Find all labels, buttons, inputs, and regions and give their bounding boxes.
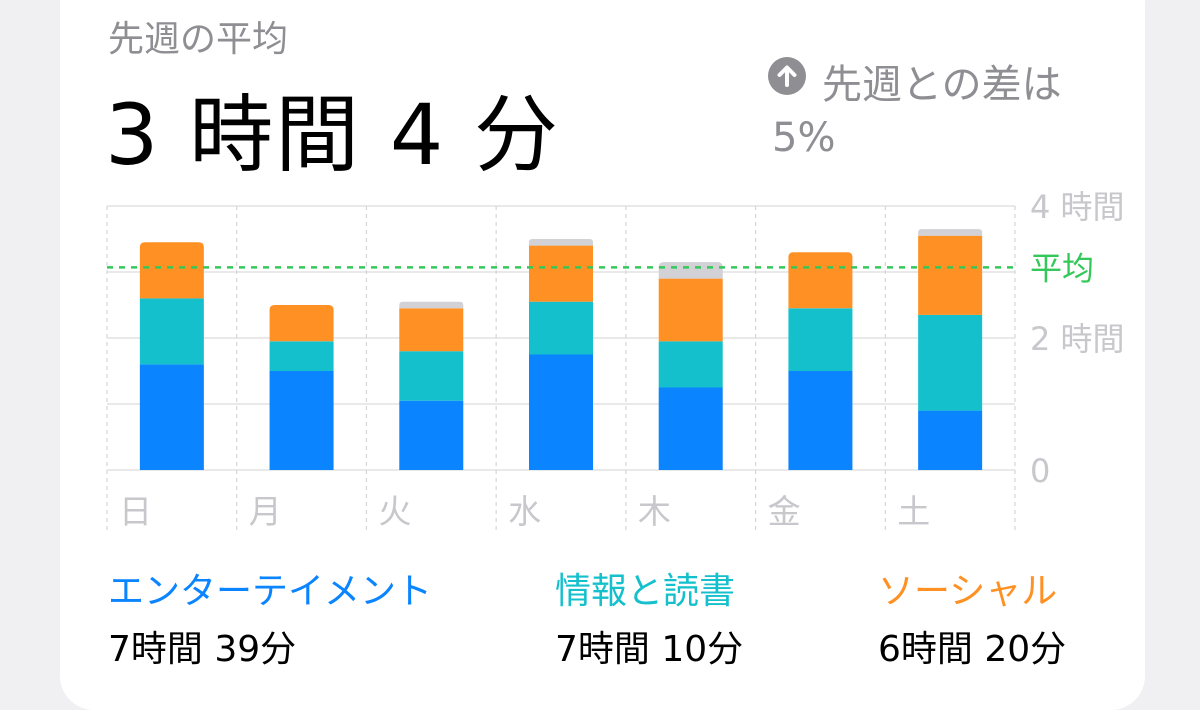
legend-entertainment-value: 7時間 39分 <box>108 629 297 670</box>
x-tick-label: 月 <box>249 492 282 531</box>
bar-segment-1-4 <box>658 341 723 388</box>
bar-segment-0-5 <box>788 371 853 470</box>
bar-segment-3-3 <box>529 239 593 246</box>
card-subtitle: 先週の平均 <box>108 19 289 60</box>
bar-segment-2-2 <box>399 308 464 352</box>
x-tick-label: 金 <box>768 492 801 531</box>
delta-value: 5% <box>772 115 836 161</box>
legend-social-value: 6時間 20分 <box>878 629 1067 670</box>
bar-segment-0-2 <box>399 400 464 470</box>
bar-segment-1-0 <box>139 298 204 365</box>
bar-segment-0-0 <box>139 364 204 470</box>
bar-segment-3-4 <box>658 262 723 279</box>
y-tick-label: 2 時間 <box>1030 320 1125 358</box>
y-tick-label: 4 時間 <box>1030 188 1125 226</box>
arrow-up-circle-icon <box>768 57 806 95</box>
bar-segment-0-4 <box>658 387 723 470</box>
bar-segment-0-3 <box>529 354 593 470</box>
bar-segment-3-6 <box>918 229 983 236</box>
x-tick-label: 日 <box>119 492 152 531</box>
average-label: 平均 <box>1030 249 1094 287</box>
y-tick-label: 0 <box>1030 452 1050 490</box>
legend-info-reading-label: 情報と読書 <box>555 571 736 612</box>
usage-bar-chart[interactable]: 日 月 火 水 木 金 土 平均 4 時間 2 時間 0 <box>0 0 1200 675</box>
x-tick-label: 水 <box>508 492 541 531</box>
bar-segment-1-1 <box>269 341 334 371</box>
bar-segment-1-2 <box>399 351 464 401</box>
bar-segment-2-0 <box>139 242 204 299</box>
bar-segment-0-1 <box>269 371 334 470</box>
bar-segment-2-4 <box>658 278 723 342</box>
bar-segment-1-6 <box>918 314 983 411</box>
legend-entertainment-label: エンターテイメント <box>108 571 433 612</box>
bar-segment-2-5 <box>788 252 853 309</box>
legend-info-reading-value: 7時間 10分 <box>555 629 744 670</box>
x-tick-label: 木 <box>638 492 671 531</box>
bar-segment-2-1 <box>269 305 334 342</box>
bar-segment-1-3 <box>529 301 593 355</box>
x-tick-label: 火 <box>378 492 411 531</box>
average-total: 3 時間 4 分 <box>105 86 560 184</box>
bar-segment-3-2 <box>399 301 464 309</box>
bar-segment-1-5 <box>788 308 853 371</box>
bar-segment-2-6 <box>918 235 983 315</box>
legend-social-label: ソーシャル <box>878 571 1058 612</box>
bar-segment-2-3 <box>529 245 593 302</box>
bar-segment-0-6 <box>918 410 983 470</box>
x-tick-label: 土 <box>897 492 930 531</box>
delta-label: 先週との差は <box>822 62 1062 108</box>
